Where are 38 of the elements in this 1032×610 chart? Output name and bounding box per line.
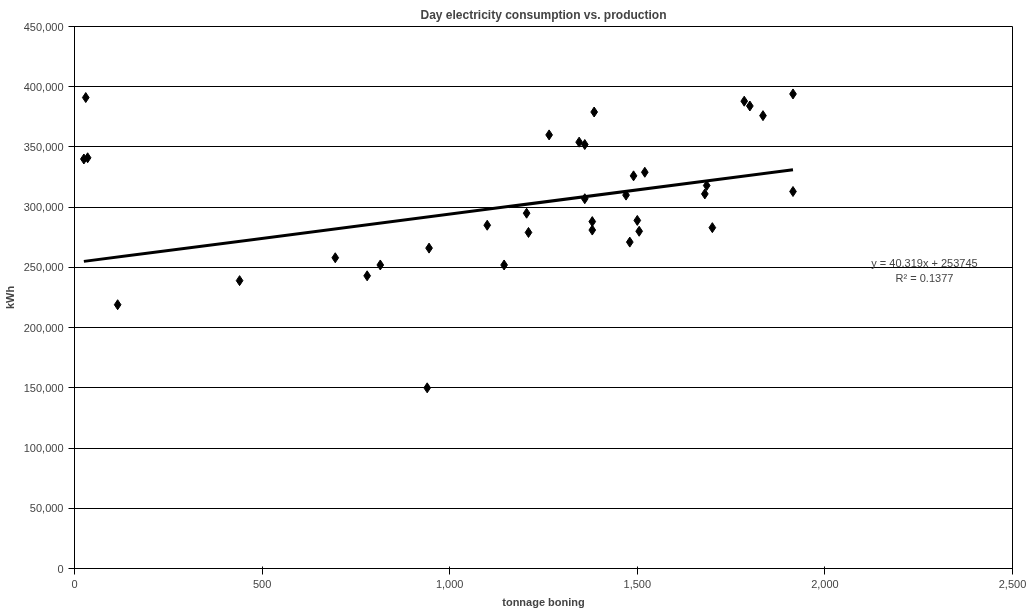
y-tick-label: 200,000 (23, 321, 64, 334)
point (522, 207, 531, 219)
point (376, 259, 385, 271)
x-tick-label: 1,500 (623, 577, 652, 590)
y-axis-title: kWh (3, 285, 16, 310)
y-tick-label: 0 (57, 562, 64, 575)
point (483, 219, 492, 231)
annotation: y = 40.319x + 253745 R² = 0.1377 (871, 256, 978, 284)
x-tick-label: 0 (71, 577, 78, 590)
point (81, 92, 90, 104)
point (625, 236, 634, 248)
point (635, 225, 644, 237)
y-tick-label: 350,000 (23, 140, 64, 153)
point (629, 170, 638, 182)
point (423, 382, 432, 394)
x-tick-label: 1,000 (435, 577, 464, 590)
point (524, 226, 533, 238)
point (640, 166, 649, 178)
x-tick-label: 2,000 (811, 577, 839, 590)
point (580, 139, 589, 151)
y-tick-label: 300,000 (23, 201, 64, 214)
y-tick-label: 250,000 (23, 261, 64, 274)
x-tick-label: 500 (252, 577, 272, 590)
point (740, 95, 749, 107)
point (331, 252, 340, 264)
point (113, 299, 122, 311)
y-tick-label: 450,000 (23, 20, 64, 33)
y-tick-label: 150,000 (23, 381, 64, 394)
y-tick-label: 400,000 (23, 80, 64, 93)
x-tick-label: 2,500 (998, 577, 1027, 590)
x-axis-title: tonnage boning (502, 595, 585, 608)
y-tick-label: 50,000 (29, 502, 64, 515)
y-tick-label: 100,000 (23, 442, 64, 455)
point (633, 214, 642, 226)
point (588, 224, 597, 236)
chart-title: Day electricity consumption vs. production (420, 7, 667, 22)
point (235, 275, 244, 287)
point (708, 222, 717, 234)
